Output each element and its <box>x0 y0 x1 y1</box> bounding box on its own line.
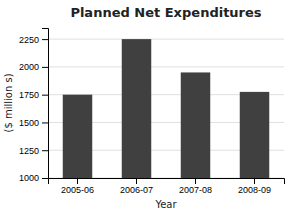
x-axis-title: Year <box>154 199 177 210</box>
bar <box>122 39 152 178</box>
x-axis: 2005-06 2006-07 2007-08 2008-09 <box>49 178 285 195</box>
y-tick-label: 1750 <box>19 90 39 100</box>
x-axis-line <box>49 179 285 185</box>
y-tick-label: 2250 <box>19 34 39 44</box>
y-tick: 2250 <box>19 34 48 44</box>
y-tick-mark <box>42 122 48 123</box>
x-tick: 2005-06 <box>61 178 94 195</box>
bar <box>181 72 211 178</box>
title: Planned Net Expenditures <box>70 5 261 20</box>
y-tick: 1750 <box>19 90 48 100</box>
x-tick-mark <box>136 178 137 184</box>
bars <box>63 39 270 178</box>
bar <box>63 95 93 178</box>
grid-line <box>48 66 284 67</box>
y-tick-label: 1000 <box>19 173 39 183</box>
grid-line <box>48 39 284 40</box>
y-tick-label: 1500 <box>19 118 39 128</box>
y-tick: 1500 <box>19 118 48 128</box>
x-tick-mark <box>254 178 255 184</box>
y-tick-mark <box>42 178 48 179</box>
y-tick-label: 2000 <box>19 62 39 72</box>
x-tick-label: 2005-06 <box>61 185 94 195</box>
y-axis: 1000 1250 1500 1750 2000 2250 <box>19 29 49 184</box>
y-tick-mark <box>42 39 48 40</box>
y-tick-mark <box>42 150 48 151</box>
x-tick-mark <box>77 178 78 184</box>
x-tick: 2007-08 <box>179 178 212 195</box>
y-tick: 1250 <box>19 146 48 156</box>
y-tick-mark <box>42 95 48 96</box>
y-tick-mark <box>42 67 48 68</box>
x-tick-label: 2006-07 <box>120 185 153 195</box>
y-axis-title: ($ million s) <box>3 73 14 132</box>
x-tick-label: 2007-08 <box>179 185 212 195</box>
chart: 1000125015001750200022502005-062006-0720… <box>0 0 296 214</box>
x-tick-label: 2008-09 <box>238 185 271 195</box>
y-axis-line <box>42 29 49 179</box>
y-tick: 2000 <box>19 62 48 72</box>
x-tick: 2006-07 <box>120 178 153 195</box>
y-tick-label: 1250 <box>19 146 39 156</box>
bar <box>240 92 270 178</box>
y-tick: 1000 <box>19 173 48 183</box>
x-tick: 2008-09 <box>238 178 271 195</box>
x-tick-mark <box>195 178 196 184</box>
